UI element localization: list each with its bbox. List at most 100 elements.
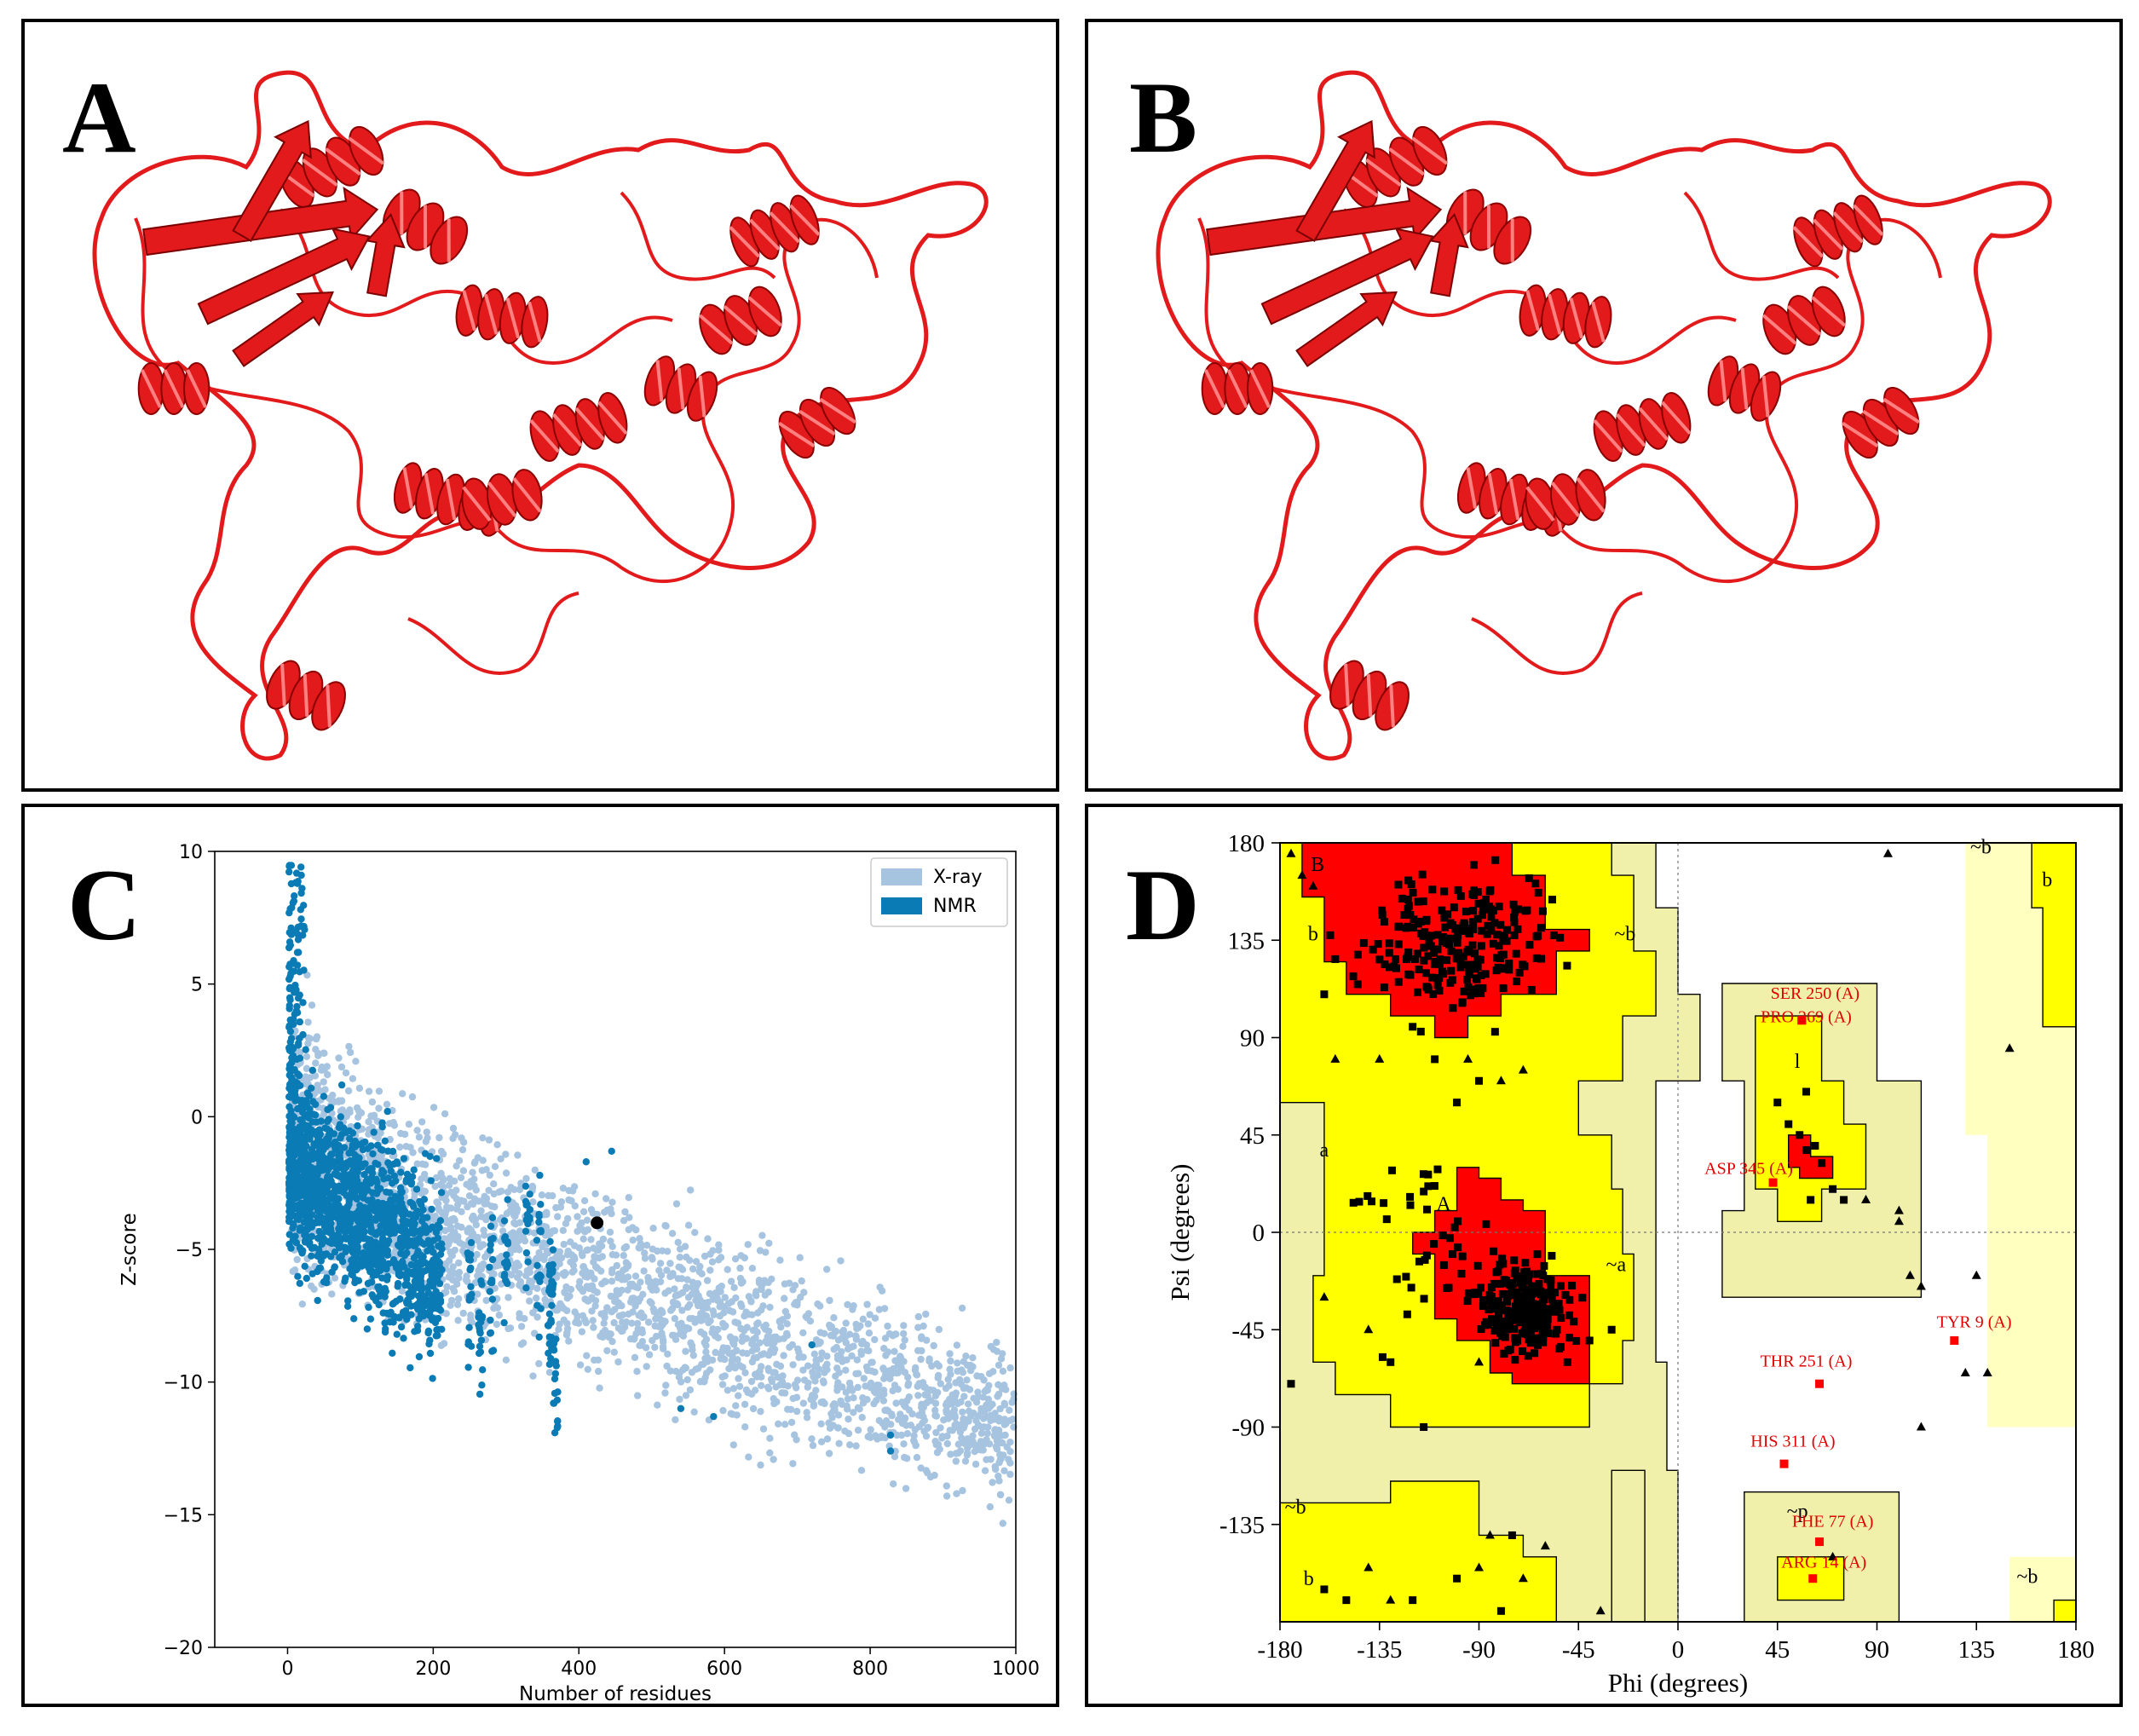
xray-point (447, 1217, 454, 1226)
xray-point (699, 1310, 707, 1318)
xray-point (866, 1432, 873, 1439)
nmr-point (286, 1028, 295, 1035)
nmr-point (433, 1155, 441, 1162)
xray-point (638, 1337, 647, 1346)
residue-point (1436, 955, 1444, 964)
xray-point (324, 1070, 332, 1079)
nmr-point (384, 1159, 392, 1167)
region-label: ~b (1614, 923, 1635, 945)
nmr-point (287, 924, 295, 932)
residue-point (1422, 1251, 1431, 1260)
nmr-point (297, 1191, 305, 1198)
nmr-point (537, 1201, 545, 1208)
nmr-point (298, 1157, 306, 1166)
xray-point (678, 1306, 686, 1314)
nmr-point (346, 1134, 354, 1143)
xray-point (689, 1352, 697, 1359)
residue-point (1533, 1270, 1542, 1278)
nmr-point (434, 1221, 441, 1229)
xray-point (738, 1302, 746, 1311)
xray-point (731, 1364, 739, 1372)
nmr-point (436, 1306, 445, 1314)
xray-point (863, 1347, 871, 1354)
residue-point (1556, 1282, 1565, 1290)
nmr-point (465, 1293, 474, 1301)
xray-point (497, 1155, 504, 1162)
xray-point (579, 1263, 587, 1271)
residue-point (1440, 914, 1449, 922)
nmr-point (365, 1204, 372, 1212)
xray-point (365, 1118, 372, 1126)
nmr-point (290, 1015, 297, 1023)
xray-point (770, 1348, 778, 1357)
xray-point (880, 1345, 888, 1352)
xray-point (940, 1416, 948, 1424)
xray-point (628, 1319, 636, 1327)
xray-point (450, 1288, 458, 1295)
glycine-point (1496, 1076, 1506, 1085)
xray-point (655, 1314, 664, 1322)
residue-point (1572, 1336, 1581, 1345)
helix-11 (1201, 362, 1274, 415)
nmr-point (429, 1223, 436, 1231)
nmr-point (582, 1158, 591, 1166)
nmr-point (336, 1121, 344, 1128)
nmr-point (337, 1237, 344, 1244)
xray-point (528, 1184, 537, 1192)
xray-point (342, 1069, 350, 1077)
nmr-point (343, 1302, 352, 1310)
xray-point (1006, 1448, 1014, 1456)
xray-point (467, 1200, 475, 1208)
xray-point (601, 1309, 608, 1317)
xray-point (881, 1335, 890, 1342)
xray-point (560, 1240, 568, 1249)
xray-point (976, 1444, 983, 1452)
nmr-point (434, 1314, 442, 1323)
xray-point (901, 1453, 908, 1462)
ramachandran-regions (1279, 842, 2077, 1623)
xray-point (642, 1344, 650, 1352)
nmr-point (487, 1316, 494, 1324)
xray-point (961, 1457, 970, 1465)
nmr-point (486, 1288, 493, 1295)
xray-point (864, 1367, 872, 1375)
xray-point (421, 1170, 429, 1179)
xray-point (757, 1408, 764, 1416)
xray-point (450, 1191, 458, 1199)
xray-point (859, 1399, 868, 1407)
nmr-point (285, 1187, 293, 1195)
residue-point (1287, 1380, 1295, 1388)
nmr-point (367, 1225, 375, 1232)
xray-point (984, 1395, 993, 1403)
nmr-point (365, 1303, 372, 1312)
xray-point (891, 1347, 898, 1355)
nmr-point (407, 1311, 415, 1318)
nmr-point (295, 1096, 303, 1104)
xray-point (682, 1347, 689, 1355)
residue-point (1482, 1318, 1490, 1326)
xray-point (952, 1457, 960, 1465)
residue-point (1419, 1170, 1427, 1179)
xray-point (662, 1222, 670, 1230)
xray-point (683, 1253, 690, 1261)
xray-point (571, 1202, 579, 1210)
protein-structure-a (92, 70, 989, 761)
xray-point (1006, 1406, 1013, 1414)
nmr-point (288, 1054, 296, 1062)
xray-point (538, 1191, 546, 1199)
xray-point (822, 1363, 829, 1370)
nmr-point (476, 1329, 484, 1337)
residue-point (1498, 1254, 1507, 1263)
nmr-point (533, 1237, 541, 1244)
xray-point (589, 1209, 597, 1217)
xray-point (455, 1156, 464, 1165)
nmr-point (337, 1113, 344, 1121)
residue-point (1420, 956, 1428, 965)
xray-point (984, 1404, 993, 1412)
xray-point (959, 1369, 967, 1376)
xray-point (437, 1169, 445, 1177)
residue-point (1473, 888, 1482, 897)
xray-point (478, 1167, 486, 1174)
xray-point (308, 1282, 315, 1290)
nmr-point (395, 1194, 404, 1203)
